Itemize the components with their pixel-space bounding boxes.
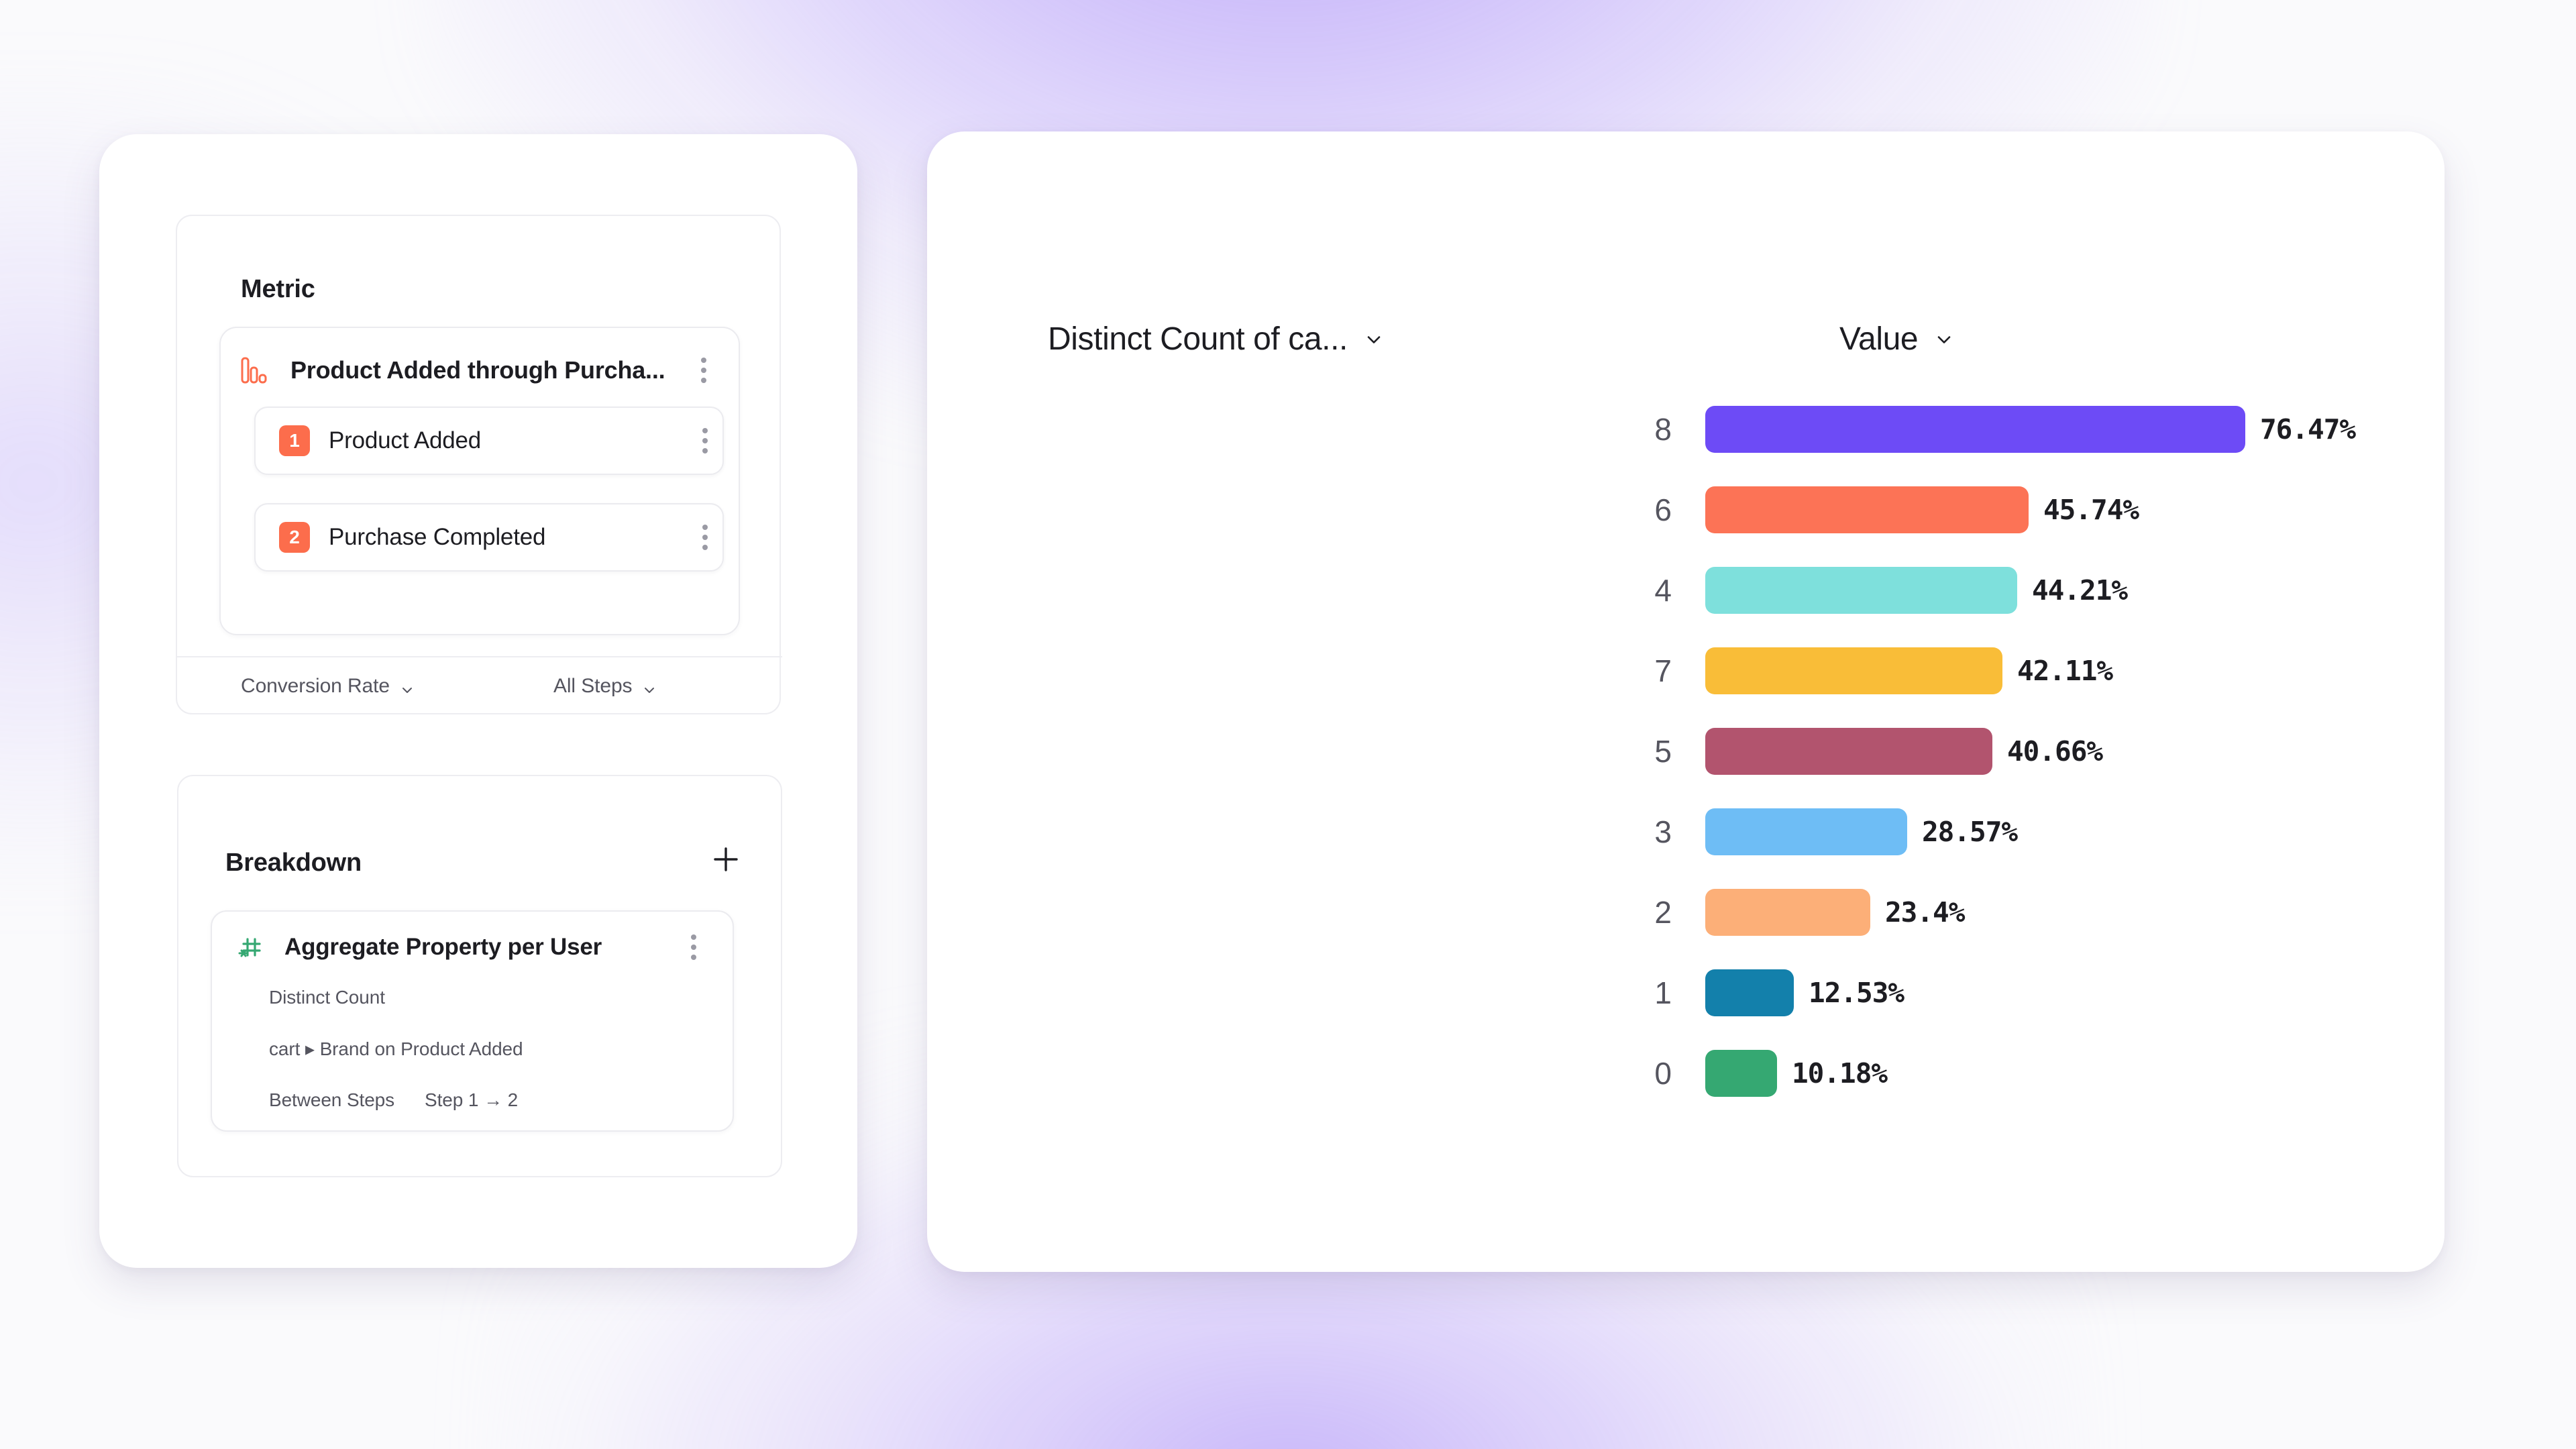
chart-bar-row[interactable]: 3 28.57% (927, 792, 2445, 872)
step-number-badge: 2 (279, 522, 310, 553)
chevron-down-icon (400, 680, 414, 693)
chart-bar-value-label: 12.53% (1809, 977, 1904, 1009)
metric-card-footer: Conversion Rate All Steps (177, 656, 782, 716)
all-steps-select[interactable]: All Steps (553, 675, 657, 698)
chart-bar-row[interactable]: 8 76.47% (927, 389, 2445, 470)
plus-icon (710, 844, 741, 878)
step-label: Product Added (329, 427, 482, 453)
chart-bar-row[interactable]: 4 44.21% (927, 550, 2445, 631)
step-number-badge: 1 (279, 425, 310, 456)
chart-row-category-label: 0 (1654, 1056, 1672, 1091)
chart-bar-track: 76.47% (1705, 406, 2376, 453)
chart-bar-track: 10.18% (1705, 1050, 2376, 1097)
chart-bar-value-label: 23.4% (1885, 896, 1965, 928)
chart-bar-track: 45.74% (1705, 486, 2376, 533)
funnel-header-row[interactable]: Product Added through Purcha... (241, 350, 721, 391)
chart-row-category-label: 5 (1654, 734, 1672, 769)
chart-bar-track: 44.21% (1705, 567, 2376, 614)
chart-bar-value-label: 40.66% (2007, 735, 2103, 767)
metric-card: Metric Product Added through Purcha... 1… (176, 215, 782, 716)
chart-bar-row[interactable]: 7 42.11% (927, 631, 2445, 711)
chart-bar-value-label: 42.11% (2017, 655, 2113, 687)
chart-bar-value-label: 45.74% (2043, 494, 2139, 526)
bar-chart-icon (241, 356, 268, 384)
chart-bar[interactable] (1705, 1050, 1777, 1097)
all-steps-label: All Steps (553, 674, 633, 697)
breakdown-item-header[interactable]: Aggregate Property per User (236, 933, 711, 961)
breakdown-card-title: Breakdown (225, 849, 362, 877)
chevron-down-icon (1365, 331, 1383, 348)
chart-bar-value-label: 28.57% (1922, 816, 2018, 848)
breakdown-steps-row: Between Steps Step 1 → 2 (269, 1089, 518, 1111)
chart-bar-rows: 8 76.47% 6 45.74% 4 44.21% 7 42.11% 5 40.66% 3 28.5… (927, 389, 2445, 1114)
chart-bar-row[interactable]: 6 45.74% (927, 470, 2445, 550)
chart-bar-row[interactable]: 1 12.53% (927, 953, 2445, 1033)
conversion-rate-label: Conversion Rate (241, 674, 390, 697)
chart-bar-track: 23.4% (1705, 889, 2376, 936)
chart-column-header-category[interactable]: Distinct Count of ca... (1048, 321, 1383, 358)
hash-property-icon (236, 933, 264, 961)
chart-bar[interactable] (1705, 647, 2002, 694)
chart-bar-row[interactable]: 0 10.18% (927, 1033, 2445, 1114)
breakdown-card: Breakdown Aggregate Property per User Di… (177, 775, 782, 1177)
breakdown-property-label: cart ▸ Brand on Product Added (269, 1038, 523, 1059)
chevron-down-icon (1935, 331, 1953, 348)
chart-bar-row[interactable]: 5 40.66% (927, 711, 2445, 792)
chart-bar-value-label: 10.18% (1792, 1057, 1888, 1089)
chart-bar[interactable] (1705, 889, 1870, 936)
metric-card-title: Metric (241, 275, 315, 303)
chart-row-category-label: 8 (1654, 412, 1672, 447)
kebab-menu-icon[interactable] (697, 519, 713, 555)
chart-category-column-label: Distinct Count of ca... (1048, 321, 1348, 357)
kebab-menu-icon[interactable] (686, 929, 702, 965)
add-breakdown-button[interactable] (706, 841, 746, 881)
chart-row-category-label: 2 (1654, 895, 1672, 930)
funnel-step-2[interactable]: 2 Purchase Completed (254, 503, 724, 572)
step-label: Purchase Completed (329, 524, 546, 550)
chart-bar-track: 40.66% (1705, 728, 2376, 775)
kebab-menu-icon[interactable] (696, 352, 712, 388)
chart-row-category-label: 3 (1654, 814, 1672, 849)
metric-card-divider (177, 656, 782, 657)
chart-row-category-label: 6 (1654, 492, 1672, 527)
chart-value-column-label: Value (1839, 321, 1919, 357)
chart-bar-value-label: 44.21% (2032, 574, 2128, 606)
conversion-rate-select[interactable]: Conversion Rate (241, 675, 414, 698)
funnel-name-label: Product Added through Purcha... (290, 356, 665, 384)
kebab-menu-icon[interactable] (697, 423, 713, 459)
chart-bar[interactable] (1705, 486, 2029, 533)
breakdown-aggregation-label: Distinct Count (269, 987, 385, 1008)
chart-bar-track: 42.11% (1705, 647, 2376, 694)
chart-bar-track: 12.53% (1705, 969, 2376, 1016)
chart-bar[interactable] (1705, 567, 2017, 614)
chart-column-headers: Distinct Count of ca... Value (927, 321, 2445, 381)
chart-bar-row[interactable]: 2 23.4% (927, 872, 2445, 953)
chart-bar-track: 28.57% (1705, 808, 2376, 855)
between-steps-label: Between Steps (269, 1089, 395, 1110)
chart-bar[interactable] (1705, 406, 2245, 453)
chart-column-header-value[interactable]: Value (1839, 321, 1953, 358)
chevron-down-icon (643, 680, 656, 693)
chart-panel (927, 131, 2445, 1272)
chart-row-category-label: 1 (1654, 975, 1672, 1010)
funnel-definition-card: Product Added through Purcha... 1 Produc… (219, 327, 740, 635)
chart-bar-value-label: 76.47% (2260, 413, 2356, 445)
chart-bar[interactable] (1705, 808, 1907, 855)
funnel-step-1[interactable]: 1 Product Added (254, 407, 724, 475)
chart-bar[interactable] (1705, 969, 1794, 1016)
chart-row-category-label: 7 (1654, 653, 1672, 688)
between-steps-value: Step 1 → 2 (425, 1089, 519, 1110)
chart-bar[interactable] (1705, 728, 1992, 775)
breakdown-item-card: Aggregate Property per User Distinct Cou… (211, 910, 734, 1132)
chart-row-category-label: 4 (1654, 573, 1672, 608)
breakdown-item-title: Aggregate Property per User (284, 934, 602, 960)
